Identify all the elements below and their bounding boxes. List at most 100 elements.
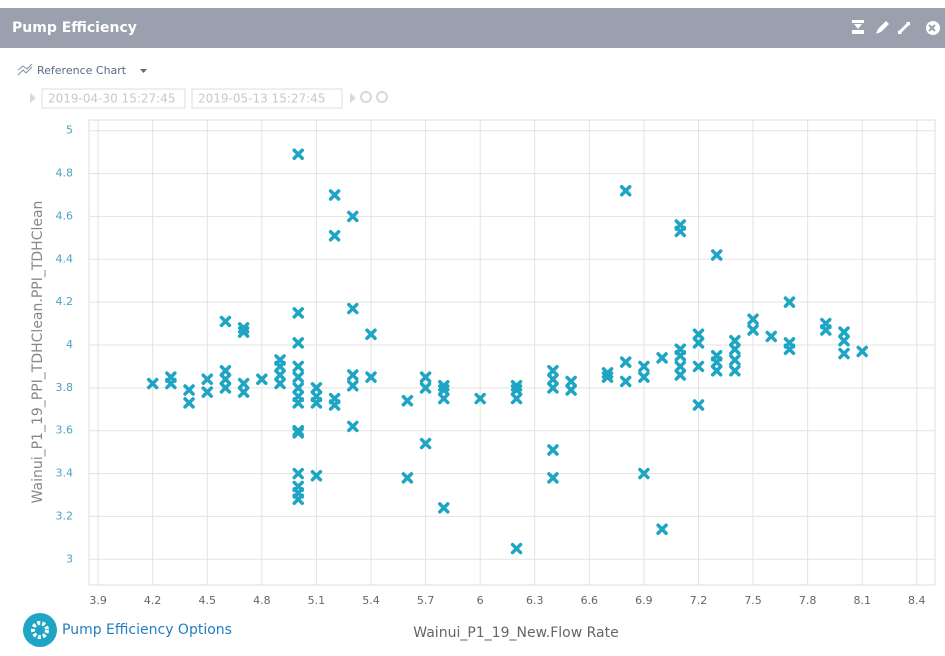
zoom-in[interactable]	[360, 91, 372, 103]
prev-arrow[interactable]	[30, 93, 36, 103]
y-tick-label: 3.8	[56, 381, 74, 394]
point	[510, 542, 523, 555]
y-tick-label: 3.4	[56, 467, 74, 480]
point	[729, 334, 741, 347]
point	[310, 390, 323, 403]
plot: 3 3.2 3.4 3.6 3.8 4 4.2 4.4 4.6 4.8 5 3.9 4.2 4.5 4.8 5…	[56, 120, 935, 607]
point	[292, 382, 304, 394]
date-from-input[interactable]	[41, 88, 186, 109]
point	[401, 472, 414, 484]
point	[347, 379, 359, 392]
point	[292, 397, 304, 409]
point	[201, 373, 214, 386]
x-tick-label: 3.9	[89, 594, 107, 607]
point	[274, 354, 286, 366]
point	[838, 347, 850, 360]
point	[183, 384, 195, 396]
date-to: 2019-05-13 15:27:45	[198, 92, 325, 106]
point	[838, 334, 850, 347]
x-tick-label: 4.5	[199, 594, 217, 607]
point	[310, 382, 323, 394]
point	[619, 356, 632, 368]
header-bar	[0, 8, 945, 48]
point	[638, 360, 650, 373]
point	[165, 371, 177, 383]
x-tick-label: 6.9	[635, 594, 653, 607]
point	[692, 328, 705, 341]
point	[310, 469, 323, 482]
close-x	[928, 24, 936, 32]
point	[292, 337, 304, 349]
x-axis-label: Wainui_P1_19_New.Flow Rate	[413, 625, 618, 641]
point	[292, 467, 304, 480]
point	[347, 210, 359, 223]
y-tick-label: 4.4	[56, 252, 74, 265]
point	[474, 392, 486, 405]
point	[438, 392, 450, 405]
point	[292, 427, 304, 439]
point	[619, 375, 632, 388]
point	[729, 343, 741, 356]
point	[146, 377, 159, 390]
point	[438, 379, 450, 392]
point	[565, 384, 577, 396]
point	[729, 364, 741, 377]
point	[292, 360, 304, 373]
point	[747, 324, 759, 336]
next-arrow[interactable]	[350, 93, 356, 103]
x-tick-label: 5.1	[308, 594, 326, 607]
point	[565, 375, 577, 388]
x-tick-label: 5.4	[362, 594, 380, 607]
point	[674, 360, 687, 373]
point	[237, 322, 250, 334]
x-tick-label: 4.8	[253, 594, 271, 607]
point	[747, 313, 759, 326]
point	[347, 420, 359, 433]
point	[674, 369, 687, 381]
point	[783, 296, 796, 308]
x-tick-label: 5.7	[417, 594, 435, 607]
point	[547, 364, 559, 377]
point	[710, 249, 723, 261]
date-from: 2019-04-30 15:27:45	[48, 92, 175, 106]
options-button[interactable]	[23, 613, 57, 647]
point	[219, 373, 232, 386]
point	[347, 302, 359, 315]
point	[419, 382, 432, 394]
point	[201, 386, 214, 398]
dropdown-caret	[140, 69, 147, 73]
plot-area	[88, 119, 936, 586]
y-tick-label: 3.2	[56, 509, 74, 522]
point	[674, 343, 687, 356]
y-tick-label: 5	[66, 124, 73, 137]
chart-icon	[17, 63, 33, 76]
x-tick-label: 6.6	[581, 594, 599, 607]
point	[219, 364, 232, 377]
point	[419, 437, 432, 450]
x-tick-label: 4.2	[144, 594, 162, 607]
point	[219, 382, 232, 394]
x-tick-label: 6	[477, 594, 484, 607]
point	[547, 444, 559, 456]
y-tick-label: 4.2	[56, 295, 74, 308]
panel-title: Pump Efficiency	[12, 20, 137, 36]
gear-icon	[31, 621, 49, 639]
point	[328, 392, 341, 405]
point	[674, 225, 687, 238]
point	[547, 382, 559, 394]
point	[729, 354, 741, 366]
point	[838, 326, 850, 338]
y-tick-label: 4	[66, 338, 73, 351]
point	[547, 373, 559, 386]
point	[856, 345, 868, 358]
point	[292, 493, 304, 506]
point	[183, 397, 195, 409]
point	[328, 229, 341, 242]
y-tick-label: 3	[66, 552, 73, 565]
zoom-out[interactable]	[376, 91, 388, 103]
point	[292, 307, 304, 319]
options-label[interactable]: Pump Efficiency Options	[62, 622, 232, 638]
date-to-input[interactable]	[191, 88, 343, 109]
reference-chart[interactable]: Reference Chart	[37, 64, 127, 77]
point	[820, 317, 832, 330]
